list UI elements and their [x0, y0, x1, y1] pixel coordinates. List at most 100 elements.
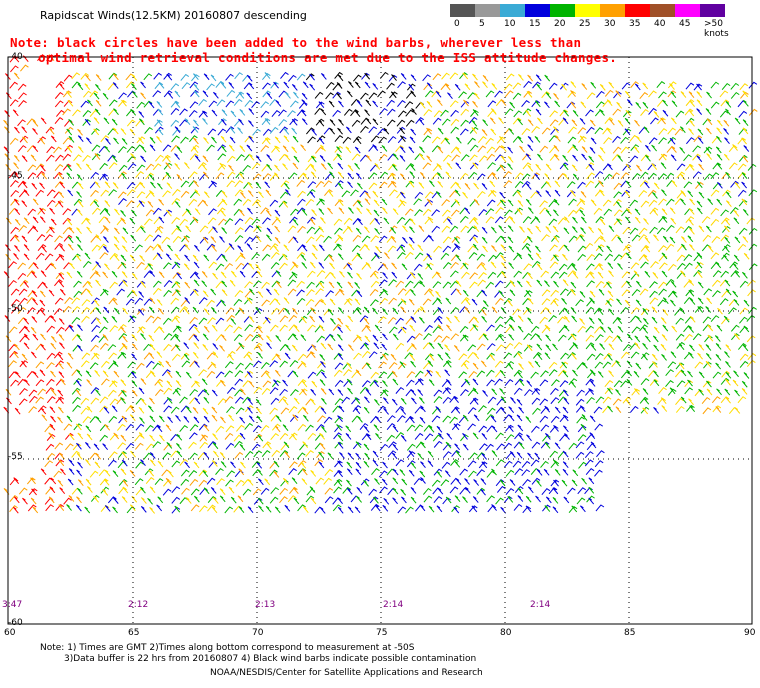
wind-barb	[441, 118, 451, 126]
wind-barb	[13, 72, 20, 80]
wind-barb	[118, 164, 128, 172]
wind-barb	[215, 172, 225, 180]
wind-barb	[339, 452, 345, 459]
wind-barb	[244, 236, 253, 244]
wind-barb	[305, 163, 314, 171]
wind-barb	[441, 461, 451, 469]
wind-barb	[660, 343, 667, 351]
wind-barb	[665, 369, 674, 377]
wind-barb	[530, 325, 540, 333]
wind-barb	[316, 269, 326, 277]
wind-barb	[39, 207, 46, 215]
wind-barb	[83, 90, 92, 98]
wind-barb	[585, 271, 594, 279]
wind-barb	[460, 297, 470, 305]
wind-barb	[311, 344, 318, 351]
wind-barb	[562, 406, 569, 414]
wind-barb	[347, 271, 353, 279]
wind-barb	[548, 315, 557, 322]
wind-barb	[95, 307, 102, 314]
wind-barb	[400, 298, 407, 306]
wind-barb	[433, 496, 443, 504]
wind-barb	[732, 263, 739, 270]
wind-barb	[685, 216, 695, 224]
wind-barb	[553, 126, 559, 133]
wind-barb	[102, 288, 109, 296]
wind-barb	[152, 243, 161, 251]
wind-barb	[441, 72, 450, 80]
wind-barb	[216, 207, 226, 215]
wind-barb	[193, 279, 200, 287]
wind-barb	[122, 280, 128, 287]
wind-barb	[730, 324, 740, 332]
wind-barb	[464, 207, 471, 215]
wind-barb	[99, 289, 109, 297]
wind-barb	[235, 254, 244, 262]
wind-barb	[505, 325, 514, 333]
wind-barb	[373, 199, 380, 207]
wind-barb	[139, 118, 145, 126]
wind-barb	[275, 216, 282, 224]
wind-barb	[397, 288, 407, 296]
wind-barb	[732, 379, 739, 387]
wind-barb	[608, 343, 615, 351]
wind-barb	[469, 154, 478, 162]
wind-barb	[311, 209, 317, 216]
wind-barb	[539, 398, 549, 406]
wind-barb	[410, 462, 417, 469]
wind-barb	[472, 496, 479, 503]
wind-barb	[462, 191, 468, 199]
wind-barb	[408, 83, 415, 91]
wind-barb	[585, 325, 595, 333]
wind-barb	[611, 234, 620, 242]
wind-barb	[163, 333, 173, 341]
wind-barb	[670, 154, 677, 162]
wind-barb	[639, 171, 649, 179]
wind-barb	[29, 395, 38, 403]
wind-barb	[266, 342, 272, 350]
wind-barb	[459, 468, 468, 476]
wind-barb	[318, 208, 325, 215]
wind-barb	[462, 262, 469, 270]
wind-barb	[436, 297, 443, 305]
wind-barb	[721, 82, 731, 90]
wind-barb	[292, 333, 298, 341]
wind-barb	[255, 235, 262, 243]
wind-barb	[73, 377, 82, 385]
wind-barb	[517, 424, 524, 432]
wind-barb	[337, 353, 344, 361]
wind-barb	[201, 378, 208, 386]
wind-barb	[730, 91, 740, 99]
wind-barb	[166, 182, 173, 190]
wind-barb	[444, 344, 450, 351]
wind-barb	[410, 388, 417, 396]
wind-barb	[685, 117, 695, 125]
wind-barb	[174, 389, 181, 396]
wind-barb	[743, 252, 750, 260]
wind-barb	[238, 118, 244, 126]
wind-barb	[77, 344, 83, 352]
wind-barb	[477, 279, 486, 287]
wind-barb	[156, 136, 162, 143]
wind-barb	[397, 100, 406, 108]
wind-barb	[320, 371, 327, 379]
wind-barb	[48, 432, 55, 440]
wind-barb	[509, 451, 516, 458]
wind-barb	[312, 244, 318, 252]
wind-barb	[599, 83, 606, 91]
wind-barb	[170, 144, 180, 152]
wind-barb	[594, 352, 604, 360]
wind-barb	[561, 83, 567, 91]
wind-barb	[578, 135, 587, 143]
wind-barb	[149, 415, 156, 423]
wind-barb	[706, 91, 712, 99]
wind-barb	[650, 117, 659, 125]
wind-barb	[17, 180, 27, 188]
wind-barb	[116, 423, 126, 431]
wind-barb	[64, 443, 74, 451]
wind-barb	[306, 289, 315, 297]
wind-barb	[500, 155, 507, 163]
wind-barb	[453, 506, 460, 514]
wind-barb	[239, 270, 246, 278]
wind-barb	[589, 290, 596, 298]
